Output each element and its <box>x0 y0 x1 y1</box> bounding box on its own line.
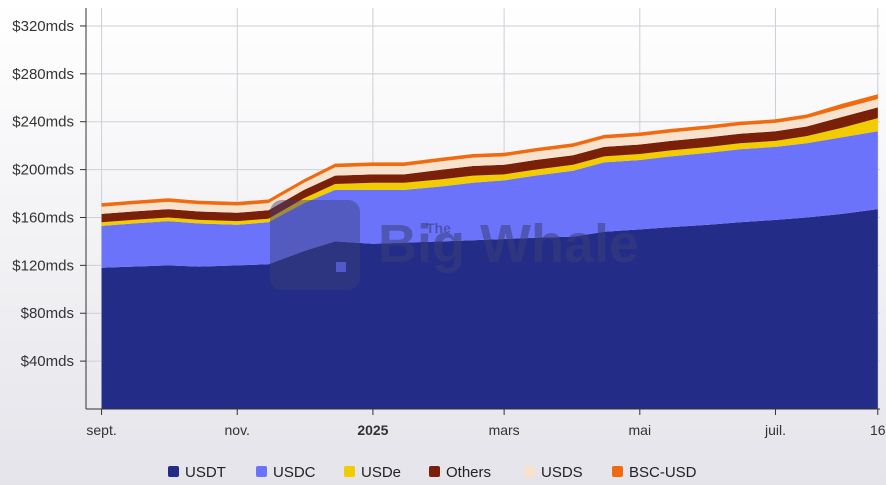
area-usdt <box>101 209 878 409</box>
x-tick-label: sept. <box>86 422 116 438</box>
y-tick-label: $80mds <box>21 305 74 322</box>
y-tick-label: $200mds <box>12 162 74 179</box>
x-tick-label: nov. <box>225 422 250 438</box>
legend-label: USDS <box>541 464 583 481</box>
stacked-areas <box>101 94 878 409</box>
y-tick-label: $320mds <box>12 18 74 35</box>
x-tick-label: 16 <box>870 422 886 438</box>
legend-swatch <box>168 466 179 477</box>
y-tick-label: $240mds <box>12 114 74 131</box>
area-others <box>101 107 878 223</box>
legend-swatch <box>256 466 267 477</box>
y-tick-label: $40mds <box>21 353 74 370</box>
x-tick-label: mars <box>489 422 520 438</box>
watermark-logo-box <box>270 200 360 290</box>
y-tick-label: $280mds <box>12 66 74 83</box>
legend-swatch <box>429 466 440 477</box>
x-tick-label: juil. <box>764 422 786 438</box>
legend-swatch <box>344 466 355 477</box>
watermark-logo-notch <box>336 262 346 272</box>
x-tick-label: 2025 <box>357 422 388 438</box>
legend: USDT USDC USDe Others USDS BSC-USD <box>168 464 697 481</box>
y-tick-label: $160mds <box>12 209 74 226</box>
legend-label: USDe <box>361 464 401 481</box>
legend-label: USDT <box>185 464 226 481</box>
legend-swatch <box>612 466 623 477</box>
area-usdc <box>101 131 878 268</box>
axes: $40mds $80mds $120mds $160mds $200mds $240mds… <box>12 8 886 438</box>
legend-label: BSC-USD <box>629 464 697 481</box>
legend-label: Others <box>446 464 491 481</box>
y-tick-label: $120mds <box>12 257 74 274</box>
x-tick-label: mai <box>629 422 652 438</box>
watermark-text: Big Whale <box>378 214 639 274</box>
legend-label: USDC <box>273 464 316 481</box>
watermark: Big Whale The <box>270 200 639 290</box>
legend-swatch <box>524 466 535 477</box>
watermark-top: The <box>426 220 451 236</box>
